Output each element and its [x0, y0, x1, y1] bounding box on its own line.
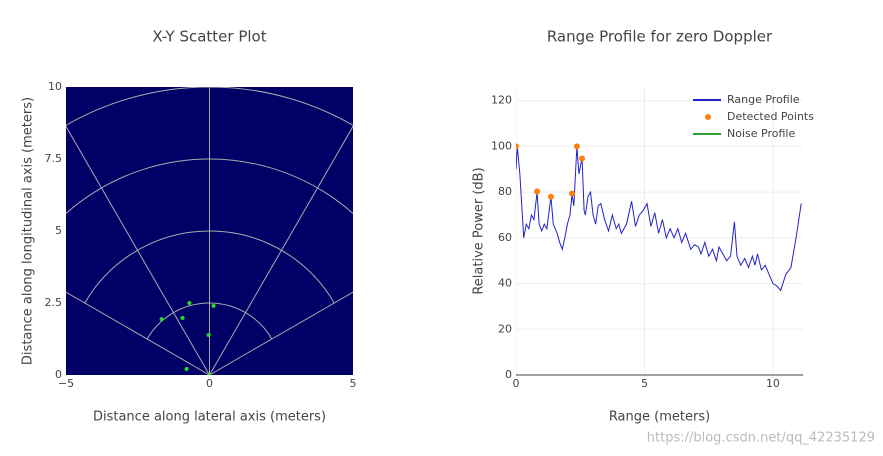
plot-area [516, 87, 803, 375]
x-tick-label: 5 [350, 377, 357, 390]
y-tick-label: 0 [55, 368, 62, 381]
chart-title: X-Y Scatter Plot [152, 28, 266, 46]
point [569, 190, 576, 197]
y-tick-label: 100 [491, 139, 512, 152]
y-tick-label: 20 [498, 322, 512, 335]
legend-label: Range Profile [727, 93, 800, 106]
point [547, 193, 554, 200]
x-tick-label: 0 [206, 377, 213, 390]
legend-label: Noise Profile [727, 127, 795, 140]
x-axis-title: Range (meters) [609, 410, 710, 425]
y-axis-title: Relative Power (dB) [472, 167, 487, 294]
watermark: https://blog.csdn.net/qq_42235129 [647, 431, 875, 446]
point [184, 366, 189, 371]
point [207, 373, 212, 375]
plot-area [66, 87, 353, 375]
x-tick-label: 0 [513, 377, 520, 390]
point [159, 317, 164, 322]
polar-spoke [209, 125, 353, 375]
y-tick-label: 80 [498, 185, 512, 198]
y-tick-label: 40 [498, 277, 512, 290]
x-tick-label: 10 [766, 377, 780, 390]
polar-spoke [209, 291, 353, 375]
y-tick-label: 2.5 [45, 296, 63, 309]
y-tick-label: 60 [498, 231, 512, 244]
polar-spoke [66, 125, 210, 375]
legend-label: Detected Points [727, 110, 814, 123]
y-tick-label: 5 [55, 224, 62, 237]
chart-title: Range Profile for zero Doppler [547, 28, 773, 46]
polar-spoke [66, 291, 210, 375]
x-tick-label: 5 [641, 377, 648, 390]
point [211, 303, 216, 308]
x-tick-label: −5 [58, 377, 74, 390]
point [180, 315, 185, 320]
point [573, 143, 580, 150]
x-axis-title: Distance along lateral axis (meters) [93, 410, 326, 425]
point [534, 188, 541, 195]
point [206, 332, 211, 337]
y-tick-label: 10 [48, 80, 62, 93]
y-tick-label: 0 [505, 368, 512, 381]
y-axis-title: Distance along longitudinal axis (meters… [21, 97, 36, 365]
point [187, 301, 192, 305]
y-tick-label: 120 [491, 94, 512, 107]
point [516, 143, 519, 150]
line-series [516, 146, 802, 292]
y-tick-label: 7.5 [45, 152, 63, 165]
legend-swatch [705, 114, 711, 120]
point [579, 155, 586, 162]
